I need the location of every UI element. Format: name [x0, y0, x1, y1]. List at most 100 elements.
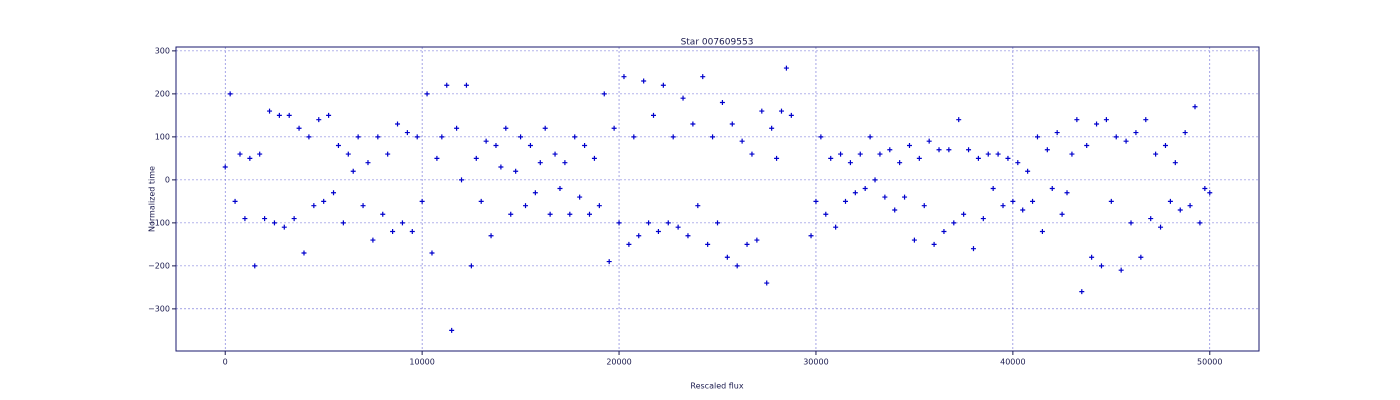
point	[936, 147, 942, 153]
point	[680, 95, 686, 101]
point	[774, 155, 780, 161]
point	[660, 82, 666, 88]
point	[729, 121, 735, 127]
point	[651, 112, 657, 118]
point	[1044, 147, 1050, 153]
point	[537, 160, 543, 166]
point	[862, 185, 868, 191]
point	[665, 220, 671, 226]
point	[370, 237, 376, 243]
point	[409, 228, 415, 234]
point	[710, 134, 716, 140]
point	[542, 125, 548, 131]
point	[828, 155, 834, 161]
point	[1020, 207, 1026, 213]
point	[616, 220, 622, 226]
point	[621, 74, 627, 80]
point	[286, 112, 292, 118]
point	[739, 138, 745, 144]
point	[444, 82, 450, 88]
point	[916, 155, 922, 161]
point	[1153, 151, 1159, 157]
point	[429, 250, 435, 256]
point	[468, 263, 474, 269]
point	[847, 160, 853, 166]
point	[1094, 121, 1100, 127]
point	[1079, 289, 1085, 295]
point	[961, 211, 967, 217]
point	[1207, 190, 1213, 196]
point	[1108, 198, 1114, 204]
point	[488, 233, 494, 239]
y-tick-label: 200	[155, 89, 170, 98]
point	[434, 155, 440, 161]
point	[237, 151, 243, 157]
point	[1128, 220, 1134, 226]
point	[946, 147, 952, 153]
point	[395, 121, 401, 127]
point	[557, 185, 563, 191]
point	[365, 160, 371, 166]
point	[877, 151, 883, 157]
point	[439, 134, 445, 140]
point	[852, 190, 858, 196]
point	[1069, 151, 1075, 157]
point	[350, 168, 356, 174]
point	[463, 82, 469, 88]
point	[724, 254, 730, 260]
point	[1192, 104, 1198, 110]
point	[744, 241, 750, 247]
point	[887, 147, 893, 153]
point	[232, 198, 238, 204]
point	[345, 151, 351, 157]
point	[1187, 203, 1193, 209]
point	[675, 224, 681, 230]
point	[872, 177, 878, 183]
point	[321, 198, 327, 204]
point	[606, 259, 612, 265]
point	[513, 168, 519, 174]
point	[454, 125, 460, 131]
point	[970, 246, 976, 252]
point	[424, 91, 430, 97]
point	[390, 228, 396, 234]
point	[1118, 267, 1124, 273]
point	[459, 177, 465, 183]
point	[1103, 117, 1109, 123]
x-tick-label: 30000	[803, 358, 828, 367]
point	[882, 194, 888, 200]
point	[611, 125, 617, 131]
point	[498, 164, 504, 170]
point	[291, 216, 297, 222]
point	[951, 220, 957, 226]
point	[1039, 228, 1045, 234]
point	[1010, 198, 1016, 204]
point	[1084, 142, 1090, 148]
point	[252, 263, 258, 269]
point	[985, 151, 991, 157]
point	[631, 134, 637, 140]
point	[1000, 203, 1006, 209]
point	[523, 203, 529, 209]
point	[267, 108, 273, 114]
point	[695, 203, 701, 209]
point	[700, 74, 706, 80]
point	[1143, 117, 1149, 123]
point	[1059, 211, 1065, 217]
x-tick-label: 0	[223, 358, 228, 367]
point	[449, 327, 455, 333]
point	[1148, 216, 1154, 222]
point	[503, 125, 509, 131]
point	[326, 112, 332, 118]
x-tick-label: 40000	[1000, 358, 1025, 367]
point	[572, 134, 578, 140]
point	[705, 241, 711, 247]
point	[759, 108, 765, 114]
point	[897, 160, 903, 166]
y-tick-label: −100	[148, 218, 170, 227]
point	[655, 228, 661, 234]
point	[493, 142, 499, 148]
point	[734, 263, 740, 269]
point	[316, 117, 322, 123]
